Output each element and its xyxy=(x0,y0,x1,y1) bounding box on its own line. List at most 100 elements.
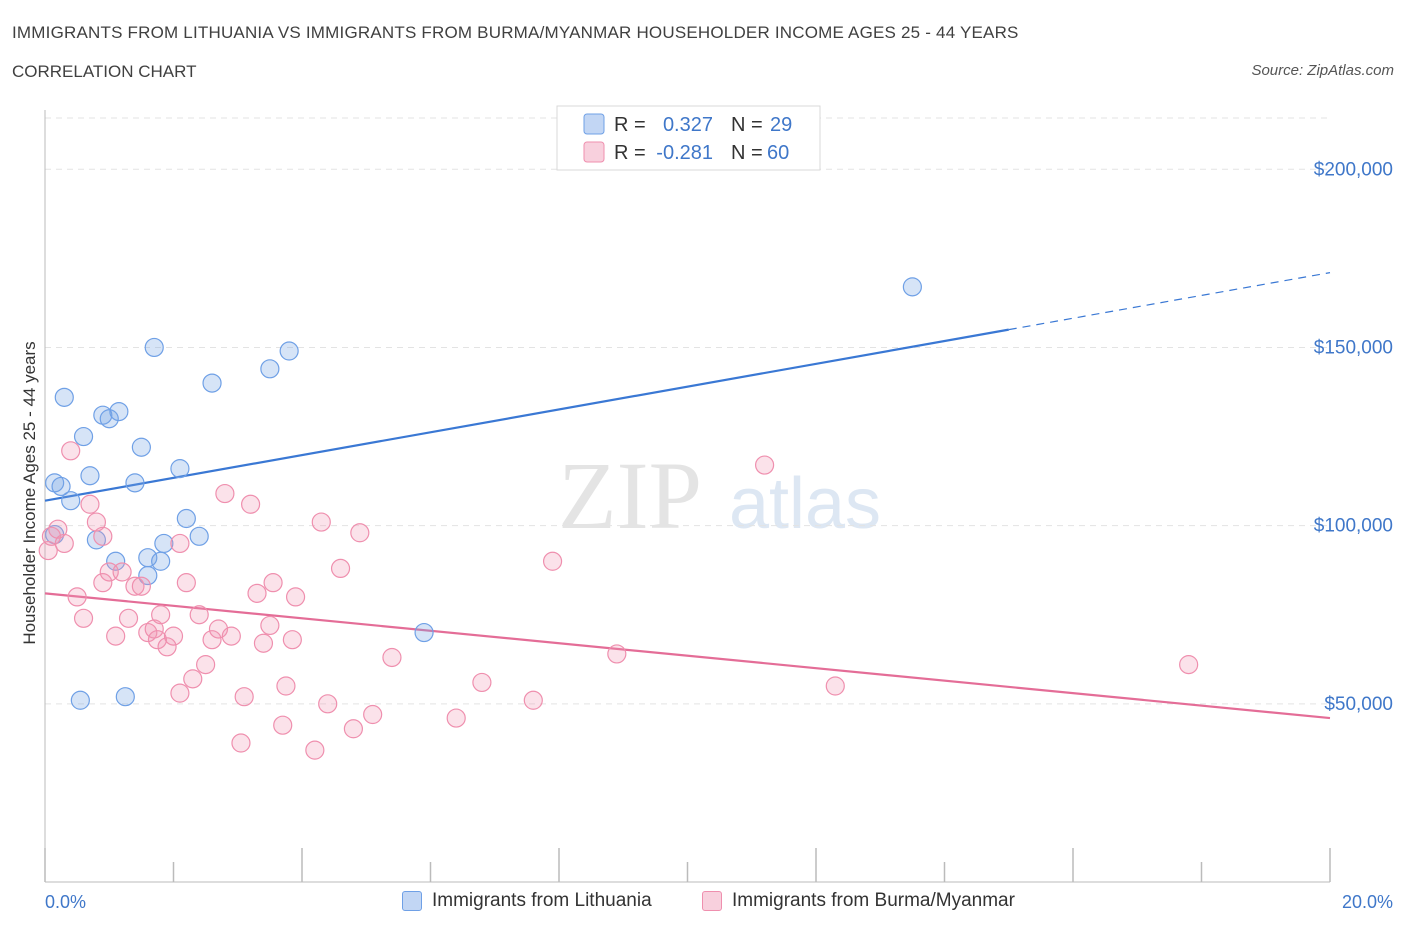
point-s0-9 xyxy=(99,409,119,429)
point-s1-58 xyxy=(825,676,845,696)
point-s1-41 xyxy=(276,676,296,696)
point-s1-47 xyxy=(330,558,351,579)
point-s1-20 xyxy=(151,605,171,625)
legend-swatch-burma-bottom xyxy=(702,891,722,911)
point-s1-18 xyxy=(144,619,164,639)
point-s1-59 xyxy=(1179,655,1199,675)
point-s1-3 xyxy=(54,533,74,554)
point-s0-26 xyxy=(115,687,135,707)
trend-line-extension-0 xyxy=(1008,272,1331,331)
y-tick-label-1: $100,000 xyxy=(1314,516,1393,537)
point-s1-50 xyxy=(363,704,383,725)
point-s1-4 xyxy=(61,441,81,461)
point-s1-52 xyxy=(446,708,466,728)
point-s1-45 xyxy=(311,512,331,532)
point-s0-4 xyxy=(61,491,81,511)
point-s0-11 xyxy=(106,551,126,571)
legend-r-value-burma: -0.281 xyxy=(656,142,713,164)
watermark-zip: ZIP xyxy=(558,442,702,549)
point-s0-10 xyxy=(109,402,129,422)
legend-label-burma: Immigrants from Burma/Myanmar xyxy=(732,890,1015,911)
point-s0-28 xyxy=(902,277,922,297)
point-s0-15 xyxy=(138,548,158,568)
legend-r-label-lithuania: R = xyxy=(614,114,646,136)
y-tick-label-2: $150,000 xyxy=(1314,337,1393,358)
point-s1-25 xyxy=(176,573,196,593)
x-tick-label-0: 0.0% xyxy=(45,892,86,912)
chart-title: IMMIGRANTS FROM LITHUANIA VS IMMIGRANTS … xyxy=(12,23,1019,42)
chart-subtitle: CORRELATION CHART xyxy=(12,62,197,81)
legend-n-label-burma: N = xyxy=(731,142,763,164)
legend-r-label-burma: R = xyxy=(614,142,646,164)
point-s1-38 xyxy=(260,615,280,636)
x-tick-label-1: 20.0% xyxy=(1342,892,1393,912)
point-s1-24 xyxy=(170,683,190,703)
point-s1-35 xyxy=(241,494,261,514)
legend-item-burma: Immigrants from Burma/Myanmar xyxy=(702,890,1015,912)
point-s1-16 xyxy=(131,576,151,596)
legend-n-value-burma: 60 xyxy=(767,142,789,164)
point-s1-22 xyxy=(163,626,184,646)
legend-n-value-lithuania: 29 xyxy=(770,114,792,136)
point-s1-48 xyxy=(343,719,363,739)
point-s1-54 xyxy=(523,690,543,710)
point-s1-14 xyxy=(118,608,139,628)
point-s1-33 xyxy=(231,733,251,753)
legend-item-lithuania: Immigrants from Lithuania xyxy=(402,890,652,912)
point-s1-37 xyxy=(253,633,274,653)
point-s0-18 xyxy=(154,533,174,554)
point-s0-22 xyxy=(202,373,222,393)
y-tick-label-0: $50,000 xyxy=(1324,694,1393,715)
point-s0-23 xyxy=(260,359,280,379)
legend-swatch-lithuania-bottom xyxy=(402,891,422,911)
y-tick-label-3: $200,000 xyxy=(1314,159,1393,180)
point-s1-8 xyxy=(86,512,107,532)
point-s0-2 xyxy=(51,476,71,497)
legend-frame xyxy=(556,105,821,171)
point-s1-27 xyxy=(189,605,209,625)
point-s1-2 xyxy=(48,519,68,539)
point-s0-13 xyxy=(131,437,151,457)
point-s1-5 xyxy=(67,587,87,607)
point-s0-5 xyxy=(73,426,94,447)
point-s0-12 xyxy=(125,473,145,493)
source-credit: Source: ZipAtlas.com xyxy=(1251,62,1394,79)
point-s0-25 xyxy=(414,622,434,643)
trend-line-0 xyxy=(44,328,1009,502)
point-s1-55 xyxy=(542,551,563,571)
legend-swatch-lithuania xyxy=(583,113,605,135)
point-s1-57 xyxy=(754,455,775,475)
trend-line-1 xyxy=(44,592,1331,720)
point-s0-17 xyxy=(151,551,171,571)
series-legend: Immigrants from Lithuania Immigrants fro… xyxy=(0,890,1406,916)
point-s0-21 xyxy=(189,526,209,546)
point-s1-10 xyxy=(93,573,113,593)
point-s1-29 xyxy=(202,630,222,650)
point-s1-32 xyxy=(221,626,241,646)
point-s0-19 xyxy=(170,459,190,479)
watermark-atlas: atlas xyxy=(729,464,881,544)
point-s1-19 xyxy=(147,630,168,650)
point-s0-27 xyxy=(70,690,90,710)
point-s1-0 xyxy=(38,540,58,561)
point-s1-51 xyxy=(382,647,402,668)
gridlines xyxy=(45,117,1330,705)
point-s1-42 xyxy=(282,630,302,650)
point-s1-43 xyxy=(285,587,306,607)
legend-swatch-burma xyxy=(583,141,605,163)
point-s1-23 xyxy=(170,533,190,554)
correlation-legend: R = 0.327 N = 29 R = -0.281 N = 60 xyxy=(556,105,821,171)
point-s1-36 xyxy=(247,583,267,603)
axes xyxy=(44,110,1331,883)
y-axis-label: Householder Income Ages 25 - 44 years xyxy=(20,341,39,644)
point-s1-12 xyxy=(106,626,126,646)
point-s1-28 xyxy=(196,655,216,675)
point-s1-26 xyxy=(183,669,203,689)
point-s1-40 xyxy=(273,715,293,735)
point-s1-7 xyxy=(80,494,100,514)
point-s0-3 xyxy=(54,387,74,407)
point-s1-39 xyxy=(263,573,283,593)
point-s1-53 xyxy=(472,672,492,693)
point-s1-34 xyxy=(234,687,254,707)
